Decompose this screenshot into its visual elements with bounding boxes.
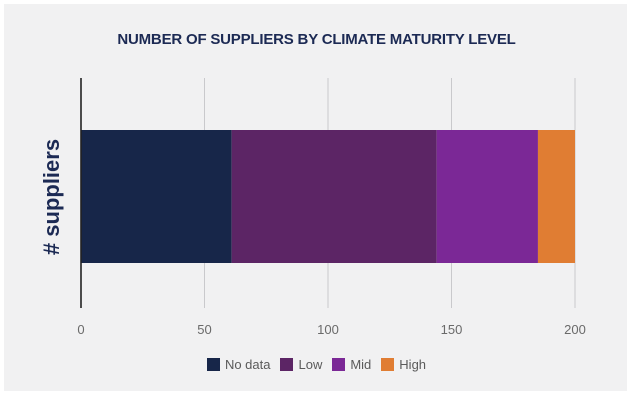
chart-title: NUMBER OF SUPPLIERS BY CLIMATE MATURITY … xyxy=(117,31,516,48)
legend-item: Low xyxy=(280,357,322,372)
x-tick-label: 0 xyxy=(77,322,84,337)
bar-segment-mid xyxy=(436,130,538,263)
legend-swatch xyxy=(332,358,346,371)
legend-item: Mid xyxy=(332,357,371,372)
x-tick-label: 200 xyxy=(564,322,586,337)
legend-item: High xyxy=(381,357,426,372)
legend-label: Low xyxy=(298,357,323,372)
stacked-bar xyxy=(81,130,575,263)
legend-swatch xyxy=(381,358,395,371)
x-tick-label: 100 xyxy=(317,322,339,337)
legend-label: High xyxy=(399,357,427,372)
bar-segment-low xyxy=(231,130,437,263)
legend-label: Mid xyxy=(350,357,372,372)
bar-segment-no-data xyxy=(81,130,232,263)
legend-swatch xyxy=(280,358,294,371)
legend-item: No data xyxy=(206,357,271,372)
x-axis-ticks: 0 50 100 150 200 xyxy=(77,322,585,337)
legend: No data Low Mid High xyxy=(0,357,633,372)
legend-label: No data xyxy=(224,357,271,372)
bar-segment-high xyxy=(537,130,575,263)
x-tick-label: 150 xyxy=(441,322,463,337)
x-tick-label: 50 xyxy=(197,322,211,337)
legend-swatch xyxy=(206,358,220,371)
